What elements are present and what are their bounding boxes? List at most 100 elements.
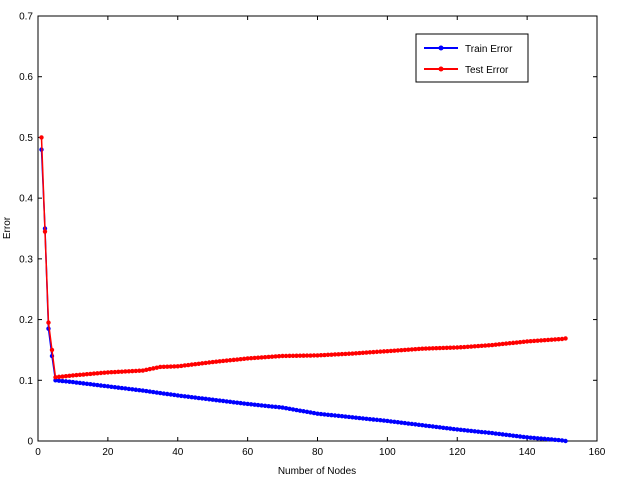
y-tick-label: 0.1: [19, 376, 33, 387]
data-point: [538, 436, 544, 441]
data-point: [137, 387, 142, 393]
data-point: [374, 349, 380, 355]
data-point: [496, 342, 502, 347]
data-point: [297, 353, 303, 358]
data-point: [116, 369, 121, 375]
data-point: [189, 394, 194, 400]
data-point: [182, 363, 187, 368]
data-point: [388, 419, 394, 424]
data-point: [102, 383, 107, 389]
data-point: [70, 379, 76, 385]
data-point: [140, 368, 146, 373]
data-point: [318, 411, 324, 417]
data-point: [287, 353, 292, 359]
data-point: [535, 436, 540, 441]
data-point: [245, 356, 250, 361]
data-point: [360, 350, 366, 356]
data-point: [364, 416, 369, 421]
data-point: [385, 418, 390, 424]
data-point: [507, 341, 512, 346]
data-point: [234, 357, 240, 362]
data-point: [458, 427, 463, 433]
data-point: [245, 401, 250, 407]
x-tick-label: 120: [449, 447, 466, 458]
data-point: [552, 337, 558, 342]
x-tick-label: 40: [172, 447, 184, 458]
x-tick-labels: 0 20 40 60 80 100 120 140 160: [35, 447, 606, 458]
data-point: [151, 366, 156, 371]
data-point: [301, 409, 306, 414]
y-axis-label: Error: [2, 216, 13, 239]
data-point: [119, 385, 125, 391]
data-point: [545, 436, 551, 442]
data-point: [81, 372, 86, 377]
data-point: [385, 348, 390, 354]
data-point: [95, 382, 100, 388]
data-point: [489, 342, 495, 348]
data-point: [395, 420, 401, 425]
data-point: [517, 434, 523, 439]
legend-label-train: Train Error: [465, 44, 513, 55]
data-point: [549, 437, 554, 442]
data-point: [448, 345, 453, 350]
data-point: [346, 414, 352, 420]
data-point: [238, 400, 243, 406]
data-point: [186, 362, 191, 368]
data-point: [77, 380, 83, 386]
data-point: [126, 386, 132, 392]
data-point: [290, 353, 296, 359]
data-point: [521, 434, 526, 440]
data-point: [182, 394, 187, 399]
x-tick-label: 20: [102, 447, 114, 458]
data-point: [325, 352, 331, 358]
data-point: [297, 408, 303, 413]
data-point: [280, 353, 285, 359]
data-point: [483, 430, 488, 435]
data-point: [500, 341, 505, 347]
data-point: [238, 356, 243, 362]
data-point: [172, 364, 177, 369]
data-point: [193, 395, 198, 400]
data-point: [210, 397, 215, 402]
data-point: [276, 405, 282, 410]
data-point: [486, 430, 491, 435]
data-point: [252, 402, 257, 407]
data-point: [46, 320, 51, 325]
data-point: [322, 412, 327, 417]
data-point: [538, 338, 544, 343]
data-point: [301, 353, 306, 358]
data-point: [517, 339, 523, 345]
data-point: [262, 403, 268, 408]
data-point: [409, 421, 415, 427]
data-point: [549, 337, 554, 342]
data-point: [308, 410, 313, 415]
data-point: [213, 359, 219, 364]
data-point: [158, 390, 163, 396]
data-point: [116, 385, 121, 390]
data-point: [423, 423, 429, 428]
data-point: [56, 378, 62, 383]
data-point: [514, 433, 519, 439]
series-test-error: [39, 135, 568, 380]
data-point: [119, 369, 125, 374]
data-point: [112, 369, 118, 375]
y-tick-label: 0.5: [19, 133, 33, 144]
data-point: [402, 420, 408, 426]
data-point: [248, 402, 254, 407]
data-point: [563, 336, 568, 341]
data-point: [329, 412, 334, 418]
data-point: [262, 355, 268, 360]
data-point: [500, 432, 505, 437]
data-point: [486, 343, 491, 348]
x-tick-label: 160: [589, 447, 606, 458]
data-point: [84, 381, 90, 387]
data-point: [510, 340, 516, 346]
data-point: [77, 372, 83, 378]
x-tick-label: 80: [312, 447, 324, 458]
data-point: [165, 364, 170, 369]
data-point: [469, 428, 474, 434]
data-point: [556, 437, 561, 443]
data-point: [98, 383, 104, 388]
data-point: [196, 361, 201, 366]
